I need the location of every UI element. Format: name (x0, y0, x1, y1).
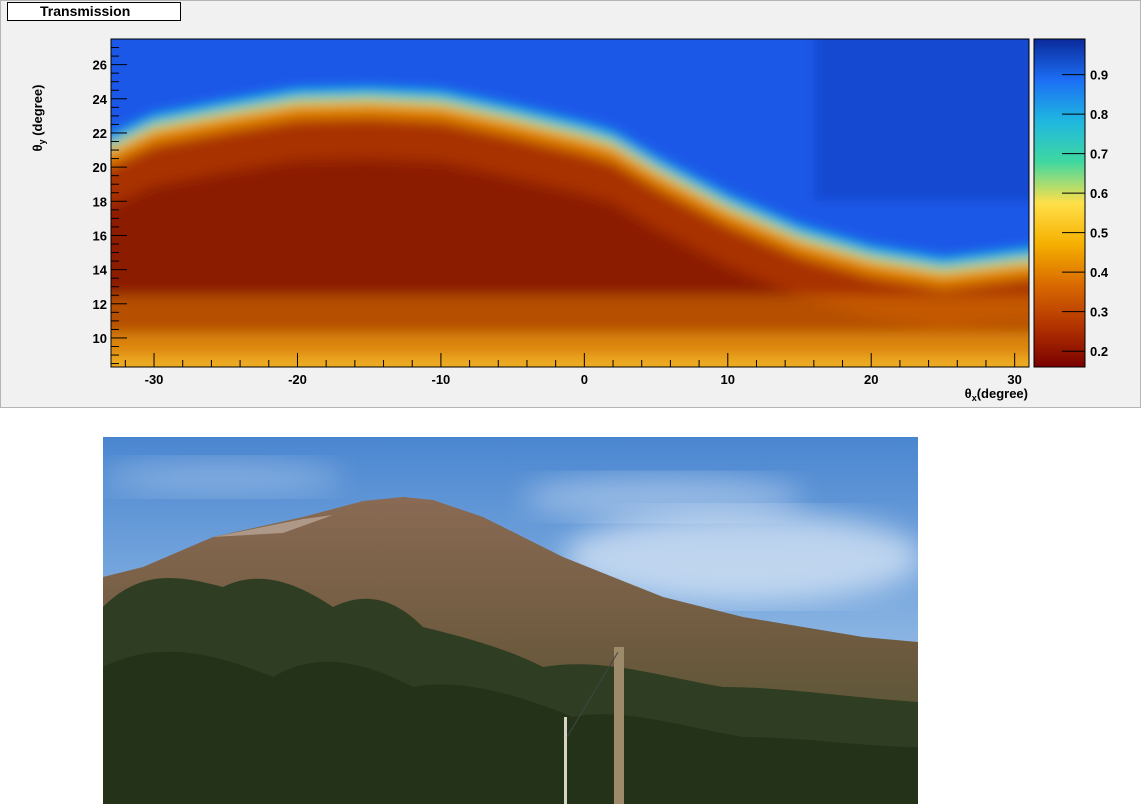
colorbar-tick-label: 0.8 (1090, 107, 1108, 122)
colorbar-tick-label: 0.7 (1090, 147, 1108, 162)
y-tick-label: 16 (93, 228, 107, 243)
y-axis-title: θy (degree) (30, 85, 47, 152)
x-tick-label: 30 (1007, 372, 1021, 387)
x-tick-label: 10 (721, 372, 735, 387)
y-tick-label: 22 (93, 126, 107, 141)
y-tick-label: 26 (93, 58, 107, 73)
x-tick-label: 0 (581, 372, 588, 387)
y-tick-label: 10 (93, 331, 107, 346)
y-tick-label: 14 (93, 263, 108, 278)
heatmap-area (111, 39, 1029, 367)
heat-band-edge (111, 355, 1029, 367)
chart-title: Transmission (7, 2, 181, 21)
mountain-photo (103, 437, 918, 804)
colorbar-axis: 0.2 0.3 0.4 0.5 0.6 0.7 0.8 0.9 (1062, 68, 1109, 359)
y-tick-label: 18 (93, 194, 107, 209)
heat-band-peak (813, 39, 1029, 202)
colorbar-tick-label: 0.2 (1090, 344, 1108, 359)
plot-frame (110, 38, 1030, 368)
colorbar-tick-label: 0.5 (1090, 226, 1108, 241)
colorbar (1033, 38, 1086, 368)
heatmap-chart: -30 -20 -10 0 10 20 30 10 12 14 16 18 20 22 24 26 θx(d… (30, 38, 1109, 403)
x-tick-label: -10 (432, 372, 451, 387)
x-tick-label: -20 (288, 372, 307, 387)
x-axis-title: θx(degree) (965, 386, 1028, 403)
colorbar-tick-label: 0.4 (1090, 265, 1109, 280)
y-tick-label: 20 (93, 160, 107, 175)
x-axis: -30 -20 -10 0 10 20 30 (124, 353, 1022, 387)
colorbar-tick-label: 0.3 (1090, 305, 1108, 320)
colorbar-tick-label: 0.9 (1090, 68, 1108, 83)
y-axis: 10 12 14 16 18 20 22 24 26 (93, 38, 127, 365)
y-tick-label: 12 (93, 297, 107, 312)
colorbar-tick-label: 0.6 (1090, 186, 1108, 201)
y-tick-label: 24 (93, 92, 108, 107)
x-tick-label: 20 (864, 372, 878, 387)
x-tick-label: -30 (145, 372, 164, 387)
